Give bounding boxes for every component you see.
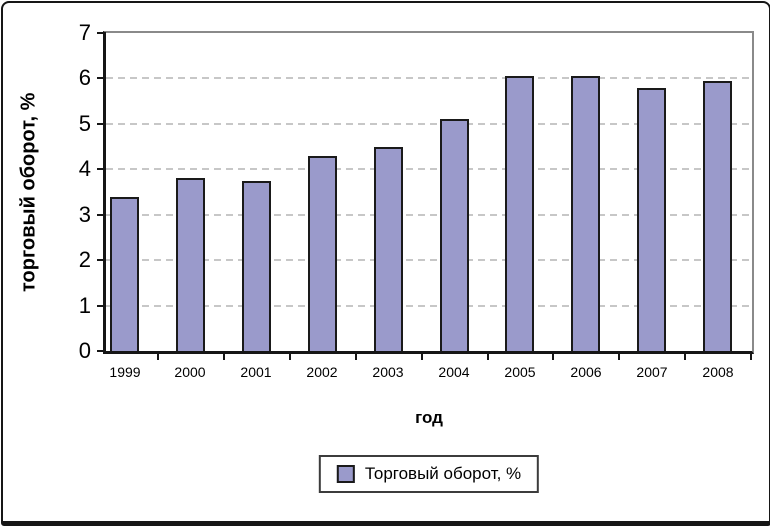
bar-2006: [571, 76, 600, 351]
gridline-y-3: [106, 213, 752, 216]
x-tick-mark: [289, 354, 291, 360]
x-tick-label-2001: 2001: [240, 364, 272, 380]
bar-2002: [308, 156, 337, 351]
gridline-y-6: [106, 77, 752, 80]
bar-2001: [242, 181, 271, 351]
x-tick-mark: [355, 354, 357, 360]
y-tick-mark: [97, 259, 106, 262]
legend-swatch-icon: [336, 465, 355, 483]
y-tick-label-6: 6: [78, 65, 91, 91]
bar-2004: [440, 119, 469, 351]
y-tick-mark: [97, 304, 106, 307]
y-tick-label-3: 3: [78, 201, 91, 227]
x-tick-mark: [487, 354, 489, 360]
y-tick-mark: [97, 77, 106, 80]
x-tick-label-2000: 2000: [174, 364, 206, 380]
x-tick-mark: [750, 354, 752, 360]
y-tick-mark: [97, 350, 106, 352]
x-tick-mark: [223, 354, 225, 360]
y-tick-label-1: 1: [78, 292, 91, 318]
bar-2003: [374, 147, 403, 351]
bar-2007: [637, 88, 666, 351]
gridline-y-1: [106, 304, 752, 307]
x-tick-label-2008: 2008: [702, 364, 734, 380]
bar-2008: [703, 81, 732, 351]
x-axis-title: год: [415, 408, 443, 427]
x-tick-mark: [552, 354, 554, 360]
x-axis-tick-labels: 1999 2000 2001 2002 2003 2004 2005 2006 2007 2008: [106, 363, 752, 381]
x-tick-mark: [684, 354, 686, 360]
gridline-y-2: [106, 259, 752, 262]
x-tick-mark: [618, 354, 620, 360]
y-tick-label-2: 2: [78, 247, 91, 273]
bar-1999: [110, 197, 139, 351]
x-tick-label-2006: 2006: [570, 364, 602, 380]
x-tick-mark: [421, 354, 423, 360]
y-tick-mark: [97, 122, 106, 125]
x-tick-mark: [157, 354, 159, 360]
bar-2005: [505, 76, 534, 351]
y-axis-tick-labels: 0 1 2 3 4 5 6 7: [43, 21, 95, 363]
y-tick-label-0: 0: [78, 338, 91, 363]
y-tick-label-4: 4: [78, 156, 91, 182]
x-tick-label-2005: 2005: [504, 364, 536, 380]
y-tick-label-5: 5: [78, 110, 91, 136]
legend: Торговый оборот, %: [318, 455, 540, 493]
gridline-y-4: [106, 168, 752, 171]
y-tick-mark: [97, 168, 106, 171]
y-tick-mark: [97, 213, 106, 216]
x-tick-label-2007: 2007: [636, 364, 668, 380]
x-tick-label-2003: 2003: [372, 364, 404, 380]
bar-2000: [176, 178, 205, 351]
y-tick-label-7: 7: [78, 20, 91, 45]
plot-area: [103, 31, 754, 354]
y-tick-mark: [97, 32, 106, 34]
x-tick-label-2002: 2002: [306, 364, 338, 380]
gridline-y-5: [106, 122, 752, 125]
legend-label: Торговый оборот, %: [364, 464, 522, 483]
x-tick-label-2004: 2004: [438, 364, 470, 380]
x-tick-label-1999: 1999: [109, 364, 141, 380]
